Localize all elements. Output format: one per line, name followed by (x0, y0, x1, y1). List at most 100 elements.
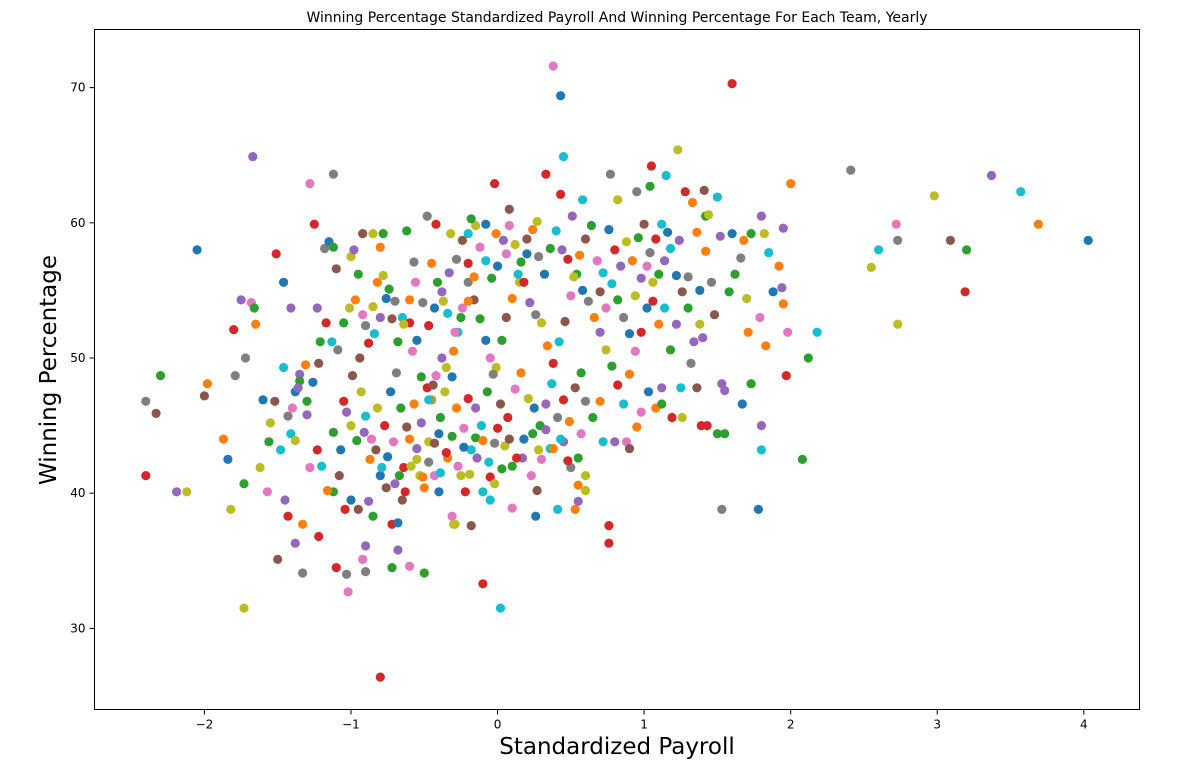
x-tick-label: −1 (342, 718, 360, 732)
data-point (271, 249, 281, 259)
data-point (812, 327, 822, 337)
data-point (578, 195, 588, 205)
data-point (692, 227, 702, 237)
data-point (364, 338, 374, 348)
x-axis: −2 −1 0 1 2 3 4 (196, 709, 1088, 732)
data-point (491, 229, 501, 239)
data-point (457, 235, 467, 245)
data-point (333, 345, 343, 355)
data-point (683, 303, 693, 313)
data-point (409, 257, 419, 267)
data-point (613, 380, 623, 390)
data-point (239, 603, 249, 613)
data-point (424, 321, 434, 331)
data-point (768, 287, 778, 297)
data-point (781, 371, 791, 381)
data-point (604, 521, 614, 531)
data-point (309, 219, 319, 229)
data-point (493, 423, 503, 433)
data-point (558, 152, 569, 162)
data-point (276, 445, 286, 455)
data-point (344, 303, 355, 313)
data-point (402, 226, 412, 236)
data-point (529, 403, 539, 413)
data-point (459, 423, 469, 433)
data-point (610, 245, 620, 255)
data-point (528, 429, 538, 439)
data-point (797, 454, 808, 464)
data-point (431, 219, 441, 229)
data-point (481, 256, 491, 266)
data-point (556, 91, 566, 101)
data-point (695, 285, 705, 295)
data-point (239, 479, 249, 489)
data-point (891, 219, 901, 229)
data-point (560, 316, 570, 327)
data-point (490, 479, 500, 489)
data-point (424, 457, 434, 467)
data-point (346, 495, 356, 505)
data-point (286, 303, 296, 313)
data-point (283, 411, 293, 421)
data-point (507, 503, 517, 513)
data-point (409, 399, 419, 409)
data-point (778, 299, 788, 309)
data-point (396, 403, 406, 413)
x-tick-label: −2 (196, 718, 214, 732)
data-point (412, 454, 422, 464)
data-point (478, 435, 488, 446)
data-point (777, 283, 787, 293)
data-point (654, 269, 664, 279)
data-point (218, 434, 229, 444)
data-point (680, 187, 690, 197)
data-point (471, 403, 481, 413)
data-point (358, 554, 368, 565)
data-point (317, 461, 327, 471)
data-point (490, 179, 500, 189)
data-point (460, 487, 470, 497)
data-point (601, 303, 611, 313)
data-point (358, 229, 368, 239)
data-point (756, 211, 767, 221)
data-point (432, 277, 443, 287)
data-point (604, 225, 614, 235)
data-point (369, 329, 379, 339)
data-point (226, 504, 236, 514)
data-point (416, 372, 426, 382)
data-point (314, 358, 324, 368)
data-point (328, 169, 338, 179)
data-point (339, 318, 349, 328)
data-point (315, 337, 325, 347)
data-point (419, 568, 429, 578)
data-point (528, 225, 538, 235)
data-point (251, 319, 261, 329)
data-point (416, 418, 426, 428)
data-point (495, 399, 506, 409)
data-point (554, 337, 564, 347)
data-point (264, 437, 274, 447)
data-point (435, 412, 445, 423)
data-point (471, 220, 481, 231)
data-point (302, 396, 312, 406)
data-point (551, 226, 561, 236)
data-point (866, 262, 876, 272)
data-point (557, 245, 567, 255)
data-point (510, 239, 520, 250)
plot-frame (94, 29, 1140, 710)
data-point (531, 310, 541, 320)
data-point (229, 325, 239, 335)
data-point (381, 483, 391, 493)
data-point (302, 410, 312, 420)
data-point (598, 268, 608, 278)
data-point (736, 253, 746, 263)
data-point (686, 358, 696, 368)
data-point (405, 561, 415, 571)
data-point (141, 471, 151, 481)
data-point (523, 394, 533, 404)
data-point (265, 418, 275, 428)
data-point (677, 412, 687, 423)
data-point (343, 587, 353, 597)
data-point (372, 403, 382, 413)
data-point (657, 383, 667, 393)
data-point (456, 471, 466, 481)
